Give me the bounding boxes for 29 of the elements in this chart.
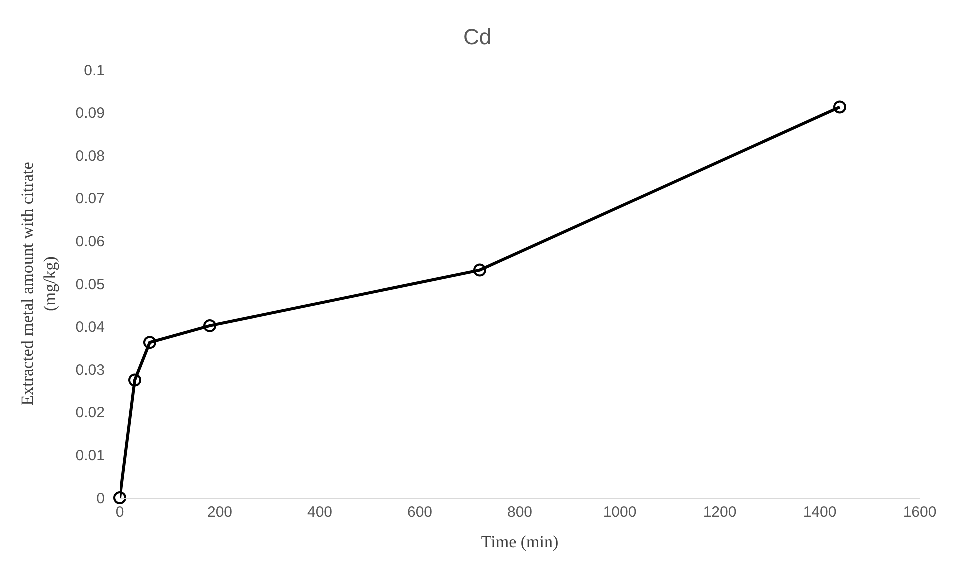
y-tick-label: 0.05 xyxy=(76,276,105,294)
y-tick-label: 0.09 xyxy=(76,105,105,122)
x-tick-label: 1600 xyxy=(903,504,937,521)
x-tick-label: 1200 xyxy=(703,504,737,521)
y-tick-label: 0.08 xyxy=(76,148,105,165)
point xyxy=(114,492,126,504)
y-tick-label: 0.07 xyxy=(76,190,105,208)
y-tick-label: 0 xyxy=(96,490,105,508)
y-tick-label: 0.02 xyxy=(76,404,105,422)
x-tick-label: 400 xyxy=(307,504,333,521)
point xyxy=(204,319,216,332)
chart-title: Cd xyxy=(463,24,492,50)
y-tick-label: 0.1 xyxy=(84,62,105,80)
y-axis-title: Extracted metal amount with citrate (mg/kg) xyxy=(18,162,60,406)
x-tick-label: 200 xyxy=(207,504,233,521)
point xyxy=(128,374,142,387)
x-tick-label: 0 xyxy=(116,504,124,521)
y-tick-label: 0.03 xyxy=(76,362,105,379)
point xyxy=(474,264,486,277)
x-axis-title: Time (min) xyxy=(481,532,559,552)
y-tick-label: 0.06 xyxy=(76,233,105,250)
x-tick-label: 800 xyxy=(507,504,533,521)
x-tick-label: 1000 xyxy=(603,504,637,521)
y-tick-label: 0.04 xyxy=(76,319,105,336)
point xyxy=(144,336,156,350)
point xyxy=(834,100,846,114)
x-tick-label: 1400 xyxy=(803,504,837,521)
x-tick-label: 600 xyxy=(407,504,433,521)
y-tick-label: 0.01 xyxy=(76,447,105,464)
